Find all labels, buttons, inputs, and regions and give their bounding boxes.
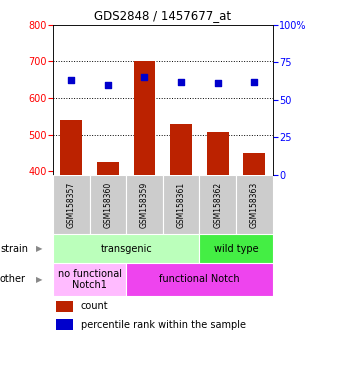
Text: functional Notch: functional Notch bbox=[159, 274, 240, 285]
Point bbox=[252, 79, 257, 85]
Bar bbox=[163, 175, 199, 234]
Bar bbox=[53, 234, 199, 263]
Text: count: count bbox=[81, 301, 109, 311]
Bar bbox=[89, 175, 126, 234]
Bar bbox=[207, 132, 229, 317]
Text: percentile rank within the sample: percentile rank within the sample bbox=[81, 320, 246, 330]
Text: GSM158362: GSM158362 bbox=[213, 181, 222, 228]
Point bbox=[215, 80, 221, 86]
Bar bbox=[97, 162, 119, 317]
Bar bbox=[236, 175, 273, 234]
Text: no functional
Notch1: no functional Notch1 bbox=[58, 268, 121, 290]
Bar bbox=[199, 175, 236, 234]
Bar bbox=[243, 153, 265, 317]
Bar bbox=[133, 61, 155, 317]
Text: GSM158357: GSM158357 bbox=[67, 181, 76, 228]
Bar bbox=[170, 124, 192, 317]
Point bbox=[142, 74, 147, 81]
Bar bbox=[53, 263, 126, 296]
Text: transgenic: transgenic bbox=[100, 243, 152, 254]
Point bbox=[178, 79, 184, 85]
Text: GSM158363: GSM158363 bbox=[250, 181, 259, 228]
Text: other: other bbox=[0, 274, 26, 285]
Text: GSM158360: GSM158360 bbox=[103, 181, 112, 228]
Text: ▶: ▶ bbox=[36, 275, 43, 284]
Point bbox=[105, 82, 110, 88]
Text: GSM158361: GSM158361 bbox=[177, 181, 186, 228]
Bar bbox=[56, 301, 73, 312]
Bar bbox=[126, 263, 273, 296]
Bar bbox=[126, 175, 163, 234]
Bar bbox=[199, 234, 273, 263]
Text: strain: strain bbox=[0, 243, 28, 254]
Title: GDS2848 / 1457677_at: GDS2848 / 1457677_at bbox=[94, 9, 232, 22]
Text: GSM158359: GSM158359 bbox=[140, 181, 149, 228]
Text: ▶: ▶ bbox=[36, 244, 43, 253]
Text: wild type: wild type bbox=[214, 243, 258, 254]
Bar bbox=[60, 120, 82, 317]
Bar bbox=[53, 175, 89, 234]
Point bbox=[69, 77, 74, 83]
Bar bbox=[56, 319, 73, 330]
